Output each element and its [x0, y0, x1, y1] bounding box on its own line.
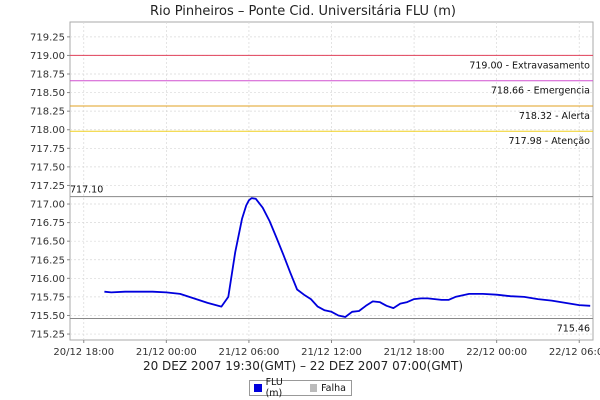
y-tick-label: 717.00 [30, 200, 65, 211]
x-tick-label: 21/12 06:00 [219, 347, 280, 358]
y-tick-label: 718.25 [30, 107, 65, 118]
legend-swatch-flu [254, 384, 262, 392]
x-tick-label: 21/12 00:00 [136, 347, 197, 358]
series-line-flu [104, 197, 591, 318]
chart-title: Rio Pinheiros – Ponte Cid. Universitária… [150, 4, 456, 19]
y-tick-label: 718.75 [30, 70, 65, 81]
y-tick-label: 716.75 [30, 218, 65, 229]
x-tick-label: 22/12 06:00 [549, 347, 600, 358]
legend-label-falha: Falha [321, 382, 346, 394]
y-tick-label: 715.50 [30, 311, 65, 322]
legend-label-flu: FLU (m) [265, 377, 283, 399]
y-tick-label: 716.25 [30, 255, 65, 266]
y-tick-label: 717.50 [30, 162, 65, 173]
x-tick-label: 21/12 12:00 [301, 347, 362, 358]
y-tick-label: 716.00 [30, 274, 65, 285]
max-line-label: 717.10 [70, 185, 103, 196]
x-tick-label: 21/12 18:00 [384, 347, 445, 358]
y-tick-label: 715.25 [30, 330, 65, 341]
threshold-label: 718.32 - Alerta [519, 111, 590, 122]
y-tick-label: 716.50 [30, 237, 65, 248]
y-tick-label: 715.75 [30, 292, 65, 303]
threshold-label: 717.98 - Atenção [509, 136, 591, 147]
y-tick-label: 719.00 [30, 51, 65, 62]
threshold-label: 718.66 - Emergencia [491, 86, 590, 97]
legend: FLU (m) Falha [249, 377, 352, 399]
y-tick-label: 717.25 [30, 181, 65, 192]
x-tick-label: 20/12 18:00 [53, 347, 114, 358]
x-axis: 20/12 18:00 21/12 00:00 21/12 06:00 21/12 1… [53, 340, 600, 358]
legend-swatch-falha [309, 384, 318, 392]
min-line-label: 715.46 [557, 323, 590, 334]
threshold-label: 719.00 - Extravasamento [469, 60, 590, 71]
x-axis-title: 20 DEZ 2007 19:30(GMT) – 22 DEZ 2007 07:… [143, 359, 463, 373]
y-tick-label: 717.75 [30, 144, 65, 155]
grid [70, 22, 593, 340]
threshold-lines: 719.00 - Extravasamento 718.66 - Emergenc… [70, 54, 593, 334]
y-tick-label: 719.25 [30, 32, 65, 43]
y-axis: 715.25 715.50 715.75 716.00 716.25 716.50 716.… [30, 32, 70, 341]
x-tick-label: 22/12 00:00 [466, 347, 527, 358]
y-tick-label: 718.00 [30, 125, 65, 136]
y-tick-label: 718.50 [30, 88, 65, 99]
series-layer [104, 197, 591, 318]
